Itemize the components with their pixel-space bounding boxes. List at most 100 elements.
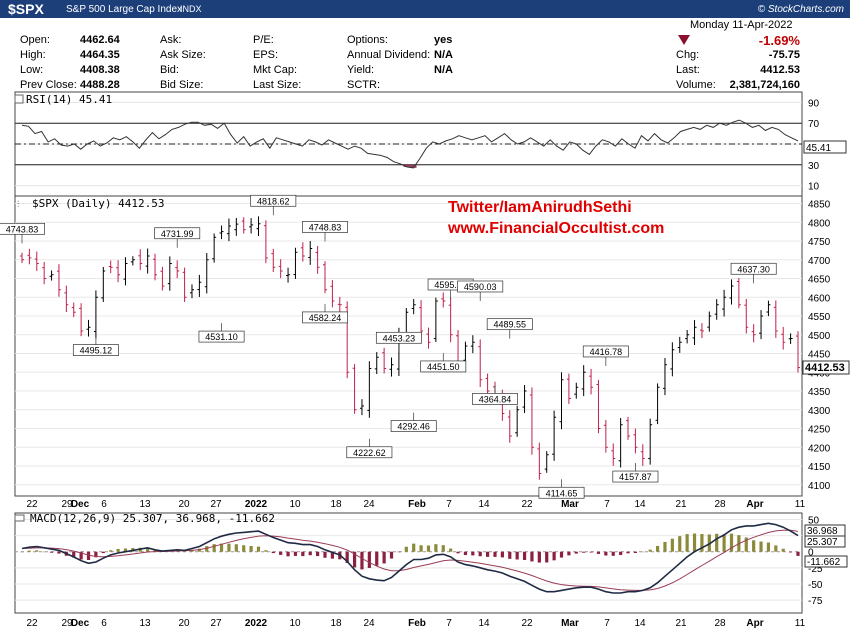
price-callout: 4364.84 bbox=[472, 385, 518, 405]
macd-hist-bar bbox=[508, 551, 512, 559]
price-tick-label: 4700 bbox=[808, 256, 831, 267]
price-bar bbox=[552, 410, 557, 461]
price-bar bbox=[751, 324, 756, 343]
ask-label: Ask: bbox=[160, 34, 182, 46]
date-tick-label: 7 bbox=[604, 618, 610, 629]
price-frame bbox=[14, 195, 803, 497]
macd-hist-bar bbox=[212, 544, 216, 552]
price-callout: 4590.03 bbox=[457, 280, 504, 301]
svg-text:4489.55: 4489.55 bbox=[493, 320, 526, 330]
rsi-current-label: 45.41 bbox=[806, 143, 831, 154]
price-bar bbox=[773, 300, 778, 338]
price-tick-label: 4650 bbox=[808, 275, 831, 286]
price-bar bbox=[108, 260, 113, 274]
macd-hist-bar bbox=[153, 549, 157, 552]
svg-text:4114.65: 4114.65 bbox=[546, 488, 578, 498]
price-bar bbox=[677, 336, 682, 353]
macd-hist-bar bbox=[86, 551, 91, 560]
macd-hist-bar bbox=[419, 545, 423, 552]
price-bar bbox=[507, 410, 512, 443]
ohlc-legend-icon: ⫶ bbox=[17, 199, 19, 209]
rsi-tick-label: 10 bbox=[808, 182, 820, 193]
date-tick-label: 24 bbox=[363, 499, 375, 510]
price-bar bbox=[596, 379, 601, 434]
price-bar bbox=[71, 302, 76, 318]
price-bar bbox=[515, 405, 520, 437]
price-bar bbox=[389, 357, 394, 377]
svg-text:4292.46: 4292.46 bbox=[397, 422, 430, 432]
price-bar bbox=[145, 248, 150, 274]
macd-hist-bar bbox=[197, 548, 201, 552]
price-bar bbox=[714, 299, 719, 320]
last-label: Last: bbox=[676, 64, 700, 76]
options-value: yes bbox=[434, 34, 453, 46]
price-callout: 4818.62 bbox=[250, 194, 297, 216]
price-bar bbox=[308, 241, 313, 265]
macd-hist-bar bbox=[486, 551, 490, 557]
price-tick-label: 4300 bbox=[808, 406, 831, 417]
macd-histogram bbox=[20, 533, 800, 570]
ticker-symbol[interactable]: $SPX bbox=[8, 1, 44, 17]
price-bar bbox=[707, 311, 712, 332]
price-bar bbox=[219, 225, 224, 240]
bid-size-label: Bid Size: bbox=[160, 79, 204, 91]
price-bar bbox=[153, 253, 158, 281]
macd-signal-value: 36.968 bbox=[807, 526, 838, 537]
macd-hist-bar bbox=[648, 549, 652, 552]
macd-hist-bar bbox=[781, 548, 785, 552]
price-bar bbox=[729, 279, 734, 305]
price-bar bbox=[64, 285, 69, 313]
price-bar bbox=[160, 266, 165, 291]
macd-hist-bar bbox=[397, 551, 401, 553]
price-bar bbox=[626, 416, 631, 440]
price-tick-label: 4350 bbox=[808, 387, 831, 398]
price-bar bbox=[323, 261, 328, 294]
price-bar bbox=[130, 256, 135, 266]
website-annotation: www.FinancialOccultist.com bbox=[447, 220, 664, 237]
rsi-legend-icon bbox=[14, 94, 24, 104]
macd-hist-bar bbox=[744, 537, 748, 552]
date-tick-label: 10 bbox=[289, 499, 301, 510]
price-bar bbox=[374, 352, 379, 375]
date-tick-label: 24 bbox=[363, 618, 375, 629]
macd-value: 25.307 bbox=[807, 537, 838, 548]
ask-size-label: Ask Size: bbox=[160, 49, 206, 61]
svg-text:4748.83: 4748.83 bbox=[309, 222, 342, 232]
macd-hist-bar bbox=[626, 551, 630, 554]
macd-hist-bar bbox=[574, 551, 578, 554]
macd-hist-bar bbox=[559, 551, 564, 558]
price-callout: 4157.87 bbox=[612, 463, 659, 483]
macd-hist-bar bbox=[360, 551, 364, 570]
macd-hist-bar bbox=[49, 551, 54, 553]
high-value: 4464.35 bbox=[80, 49, 120, 61]
macd-hist-bar bbox=[633, 551, 638, 553]
svg-text:4222.62: 4222.62 bbox=[353, 448, 386, 458]
macd-hist-bar bbox=[567, 551, 571, 556]
macd-hist-bar bbox=[279, 551, 283, 555]
price-callout: 4731.99 bbox=[154, 227, 201, 248]
macd-hist-bar bbox=[271, 551, 275, 554]
date-tick-label: Apr bbox=[746, 499, 763, 510]
price-bar bbox=[286, 267, 291, 283]
chg-value: -75.75 bbox=[768, 49, 800, 61]
macd-hist-bar bbox=[219, 543, 224, 552]
price-bar bbox=[736, 277, 741, 309]
yield-value: N/A bbox=[434, 64, 453, 76]
date-tick-label: 7 bbox=[446, 618, 452, 629]
date-tick-label: 14 bbox=[478, 499, 490, 510]
svg-text:4451.50: 4451.50 bbox=[427, 362, 460, 372]
macd-hist-bar bbox=[774, 545, 778, 552]
eps-label: EPS: bbox=[253, 49, 279, 61]
price-bar bbox=[204, 253, 209, 294]
macd-hist-bar bbox=[552, 551, 556, 561]
macd-hist-bar bbox=[94, 551, 98, 558]
date-tick-label: Mar bbox=[561, 499, 579, 510]
price-bar bbox=[337, 296, 342, 313]
price-bar bbox=[478, 339, 483, 388]
macd-hist-bar bbox=[308, 551, 312, 556]
svg-text:4364.84: 4364.84 bbox=[479, 394, 512, 404]
price-title: $SPX (Daily) 4412.53 bbox=[32, 197, 164, 210]
price-bar bbox=[655, 383, 660, 425]
sctr-label: SCTR: bbox=[347, 79, 380, 91]
